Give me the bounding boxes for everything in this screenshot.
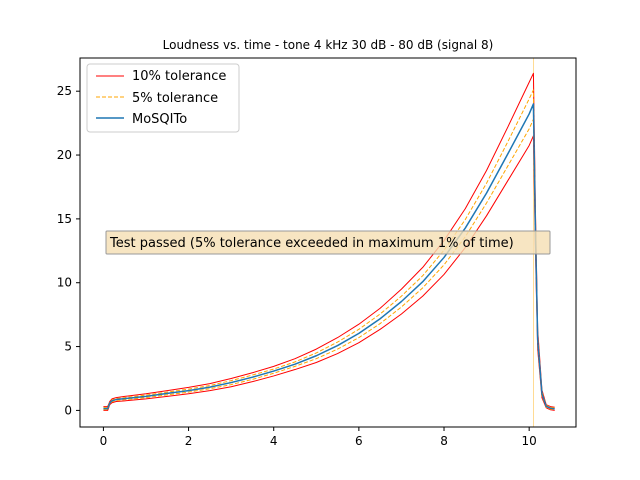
series-line-mosqito-main bbox=[103, 103, 555, 410]
y-tick-label: 15 bbox=[57, 212, 72, 226]
y-tick-label: 0 bbox=[64, 403, 72, 417]
y-tick-label: 5 bbox=[64, 340, 72, 354]
x-tick-label: 8 bbox=[440, 434, 448, 448]
y-tick-label: 20 bbox=[57, 148, 72, 162]
x-tick-label: 4 bbox=[270, 434, 278, 448]
y-tick-label: 10 bbox=[57, 276, 72, 290]
x-axis-ticks: 0 2 4 6 8 10 bbox=[100, 427, 537, 448]
legend: 10% tolerance 5% tolerance MoSQITo bbox=[86, 63, 240, 133]
x-tick-label: 6 bbox=[355, 434, 363, 448]
legend-label-5-tolerance: 5% tolerance bbox=[132, 91, 218, 106]
x-tick-label: 0 bbox=[100, 434, 108, 448]
y-axis-ticks: 0 5 10 15 20 25 bbox=[57, 84, 80, 417]
x-tick-label: 10 bbox=[522, 434, 537, 448]
axes-frame bbox=[79, 57, 577, 428]
plot-area bbox=[103, 58, 555, 427]
annotation-box bbox=[105, 230, 551, 255]
legend-label-10-tolerance: 10% tolerance bbox=[132, 69, 226, 84]
legend-box bbox=[86, 63, 240, 133]
legend-label-mosqito: MoSQITo bbox=[132, 112, 187, 127]
annotation-text: Test passed (5% tolerance exceeded in ma… bbox=[109, 236, 514, 251]
annotation: Test passed (5% tolerance exceeded in ma… bbox=[105, 230, 551, 255]
x-tick-label: 2 bbox=[185, 434, 193, 448]
y-tick-label: 25 bbox=[57, 84, 72, 98]
chart-title: Loudness vs. time - tone 4 kHz 30 dB - 8… bbox=[163, 38, 494, 52]
